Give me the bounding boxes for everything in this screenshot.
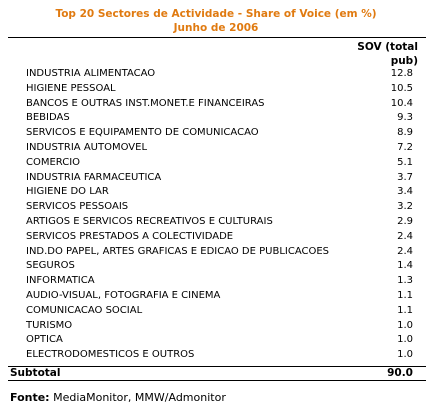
- sector-label: BANCOS E OUTRAS INST.MONET.E FINANCEIRAS: [26, 97, 265, 109]
- sector-label: SERVICOS E EQUIPAMENTO DE COMUNICACAO: [26, 127, 259, 139]
- sov-value: 3.7: [397, 171, 413, 183]
- sector-label: IND.DO PAPEL, ARTES GRAFICAS E EDICAO DE…: [26, 245, 330, 257]
- sov-value: 2.4: [397, 245, 413, 257]
- sov-value: 2.4: [397, 230, 413, 242]
- sector-label: ELECTRODOMESTICOS E OUTROS: [26, 349, 195, 361]
- sov-value: 1.3: [397, 275, 413, 287]
- sov-value: 7.2: [397, 142, 413, 153]
- column-header-line1: SOV (total: [357, 41, 418, 53]
- table-row: BEBIDAS 9.3: [26, 111, 413, 126]
- table-row: AUDIO-VISUAL, FOTOGRAFIA E CINEMA 1.1: [26, 289, 413, 304]
- subtotal-bottom-rule: [8, 380, 426, 381]
- sector-label: INDUSTRIA AUTOMOVEL: [26, 142, 148, 153]
- sov-value: 10.4: [390, 97, 413, 109]
- source-footer: Fonte: MediaMonitor, MMW/Admonitor: [10, 391, 226, 405]
- table-row: SERVICOS PESSOAIS 3.2: [26, 200, 413, 215]
- sector-label: HIGIENE PESSOAL: [26, 82, 116, 94]
- sov-value: 1.0: [397, 319, 413, 331]
- sov-value: 2.9: [397, 216, 413, 227]
- sov-value: 1.0: [397, 349, 413, 361]
- table-row: COMUNICACAO SOCIAL 1.1: [26, 304, 413, 319]
- sov-value: 1.4: [397, 260, 413, 272]
- table-row: BANCOS E OUTRAS INST.MONET.E FINANCEIRAS…: [26, 97, 413, 112]
- column-header-sov: SOV (total pub): [357, 40, 418, 68]
- sov-value: 3.4: [397, 186, 413, 198]
- table-row: INDUSTRIA ALIMENTACAO 12.8: [26, 67, 413, 82]
- subtotal-row: Subtotal 90.0: [8, 367, 413, 380]
- column-header-line2: pub): [390, 55, 418, 67]
- sector-label: COMERCIO: [26, 156, 81, 168]
- sov-value: 1.1: [397, 304, 413, 316]
- source-label: Fonte:: [10, 391, 50, 404]
- table-row: ELECTRODOMESTICOS E OUTROS 1.0: [26, 348, 413, 363]
- sov-value: 1.1: [397, 290, 413, 301]
- sector-label: COMUNICACAO SOCIAL: [26, 304, 143, 316]
- table-row: TURISMO 1.0: [26, 319, 413, 334]
- table-row: HIGIENE PESSOAL 10.5: [26, 82, 413, 97]
- sov-value: 1.0: [397, 334, 413, 346]
- sector-label: TURISMO: [26, 319, 73, 331]
- header-rule: [8, 37, 426, 38]
- table-row: INFORMATICA 1.3: [26, 274, 413, 289]
- table-row: SERVICOS PRESTADOS A COLECTIVIDADE 2.4: [26, 230, 413, 245]
- table-row: IND.DO PAPEL, ARTES GRAFICAS E EDICAO DE…: [26, 245, 413, 260]
- sector-label: INDUSTRIA FARMACEUTICA: [26, 171, 162, 183]
- sector-label: BEBIDAS: [26, 112, 70, 124]
- sov-value: 3.2: [397, 201, 413, 213]
- sector-label: SERVICOS PRESTADOS A COLECTIVIDADE: [26, 230, 234, 242]
- sov-value: 5.1: [397, 156, 413, 168]
- sector-label: SERVICOS PESSOAIS: [26, 201, 129, 213]
- sector-label: SEGUROS: [26, 260, 75, 272]
- sector-label: HIGIENE DO LAR: [26, 186, 109, 198]
- subtotal-top-rule: [8, 366, 426, 367]
- table-row: HIGIENE DO LAR 3.4: [26, 185, 413, 200]
- source-text: MediaMonitor, MMW/Admonitor: [53, 391, 226, 404]
- table-title: Top 20 Sectores de Actividade - Share of…: [55, 8, 377, 20]
- table-row: SEGUROS 1.4: [26, 259, 413, 274]
- table-row: ARTIGOS E SERVICOS RECREATIVOS E CULTURA…: [26, 215, 413, 230]
- sov-value: 8.9: [397, 127, 413, 139]
- table-row: INDUSTRIA AUTOMOVEL 7.2: [26, 141, 413, 156]
- sov-value: 10.5: [390, 82, 413, 94]
- table-subtitle: Junho de 2006: [173, 22, 259, 34]
- table-row: SERVICOS E EQUIPAMENTO DE COMUNICACAO 8.9: [26, 126, 413, 141]
- sector-label: INDUSTRIA ALIMENTACAO: [26, 68, 156, 79]
- sector-label: OPTICA: [26, 334, 63, 346]
- sector-label: AUDIO-VISUAL, FOTOGRAFIA E CINEMA: [26, 290, 221, 301]
- sov-value: 12.8: [390, 68, 413, 79]
- sov-value: 9.3: [397, 112, 413, 124]
- table-row: COMERCIO 5.1: [26, 156, 413, 171]
- table-row: INDUSTRIA FARMACEUTICA 3.7: [26, 171, 413, 186]
- sector-label: INFORMATICA: [26, 275, 95, 287]
- table-row: OPTICA 1.0: [26, 333, 413, 348]
- sector-label: ARTIGOS E SERVICOS RECREATIVOS E CULTURA…: [26, 216, 273, 227]
- subtotal-value: 90.0: [387, 367, 413, 379]
- subtotal-label: Subtotal: [10, 367, 61, 379]
